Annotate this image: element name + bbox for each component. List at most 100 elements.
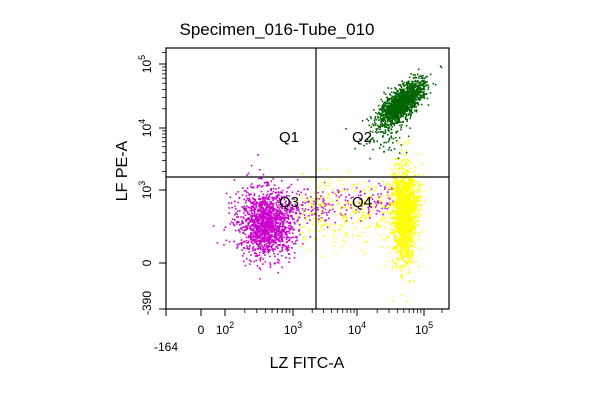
population-q4-dot [406, 208, 408, 211]
population-q3-dot [291, 232, 294, 235]
population-q4-dot [418, 174, 420, 176]
population-q2-dot [404, 103, 407, 105]
population-q4-dot [409, 231, 411, 234]
population-q4-dot [393, 177, 395, 180]
population-q2-dot [387, 133, 389, 136]
population-q3-dot [246, 247, 249, 249]
population-q4-dot [400, 188, 402, 190]
population-q4-dot [416, 200, 418, 203]
population-q4-dot [405, 183, 408, 185]
population-q4-dot [392, 210, 394, 212]
population-q4-dot [401, 163, 404, 166]
population-q3-dot [242, 232, 245, 234]
population-q2-dot [408, 88, 411, 91]
population-q4-dot [345, 216, 347, 218]
population-q4-dot [406, 229, 409, 232]
population-q3-dot [245, 208, 247, 210]
population-q4-dot [403, 220, 405, 223]
population-q4-dot [405, 255, 407, 257]
population-q3-dot [275, 225, 277, 227]
population-q4-dot [324, 185, 327, 187]
population-q4-dot [394, 158, 397, 160]
population-q3-dot [279, 232, 282, 235]
population-q2-dot [419, 89, 422, 91]
population-q4-dot [420, 196, 422, 199]
population-q4-dot [406, 245, 409, 247]
population-q3-dot [277, 194, 280, 196]
population-q4-dot [300, 205, 303, 208]
population-q4-dot [401, 203, 403, 205]
population-q2-dot [425, 84, 428, 87]
population-q3-dot [298, 229, 300, 231]
population-q3-dot [256, 186, 259, 189]
population-q3-dot [255, 234, 257, 236]
population-q3-dot [278, 259, 281, 262]
population-q3-dot [311, 214, 313, 216]
population-q4-dot [414, 214, 416, 217]
population-q2-dot [386, 102, 388, 105]
population-q3-dot [327, 211, 330, 213]
population-q4-dot [404, 243, 407, 246]
population-q3-dot [248, 206, 250, 209]
population-q2-dot [389, 104, 392, 107]
population-q4-dot [400, 243, 403, 246]
population-q3-dot [252, 187, 255, 189]
population-q4-dot [346, 235, 348, 237]
population-q4-dot [399, 250, 401, 252]
population-q3-dot [265, 208, 268, 211]
population-q3-dot [286, 196, 288, 198]
population-q3-dot [250, 241, 253, 244]
population-q4-dot [321, 225, 323, 227]
population-q2-dot [387, 87, 389, 89]
population-q4-dot [394, 186, 396, 189]
population-q4-dot [413, 204, 415, 207]
population-q2-dot [402, 95, 404, 97]
population-q4-dot [408, 159, 410, 162]
population-q4-dot [319, 221, 322, 223]
population-q3-dot [272, 217, 275, 219]
population-q3-dot [279, 215, 282, 218]
population-q3-dot [276, 195, 278, 197]
population-q3-dot [288, 210, 291, 213]
population-q3-dot [276, 234, 278, 236]
population-q4-dot [404, 242, 407, 244]
population-q3-dot [270, 226, 273, 229]
population-q3-dot [343, 188, 346, 190]
population-q3-dot [318, 218, 320, 220]
population-q4-dot [400, 150, 402, 152]
population-q4-dot [396, 185, 398, 188]
population-q4-dot [358, 210, 360, 212]
population-q2-dot [413, 86, 415, 89]
population-q2-dot [417, 102, 419, 105]
population-q3-dot [271, 202, 273, 204]
population-q4-dot [407, 189, 409, 191]
population-q4-dot [397, 213, 399, 216]
population-q4-dot [404, 213, 407, 216]
population-q3-dot [322, 211, 325, 214]
population-q4-dot [404, 201, 406, 204]
population-q4-dot [375, 224, 378, 227]
population-q4-dot [397, 197, 400, 199]
population-q3-dot [245, 240, 248, 242]
population-q4-dot [398, 183, 400, 186]
population-q2-dot [422, 83, 424, 86]
population-q4-dot [403, 185, 406, 188]
population-q4-dot [320, 210, 322, 212]
population-q4-dot [402, 214, 405, 216]
population-q3-dot [335, 194, 338, 197]
population-q4-dot [318, 187, 321, 189]
population-q3-dot [253, 198, 255, 201]
population-q2-dot [420, 88, 423, 90]
population-q4-dot [352, 211, 355, 213]
population-q3-dot [281, 246, 284, 248]
population-q4-dot [396, 240, 398, 242]
population-q2-dot [369, 116, 372, 118]
population-q4-dot [402, 237, 405, 239]
population-q3-dot [264, 221, 267, 224]
population-q4-dot [395, 220, 398, 223]
population-q4-dot [402, 226, 404, 228]
population-q3-dot [282, 223, 285, 226]
population-q4-dot [410, 254, 412, 257]
population-q4-dot [396, 226, 399, 228]
population-q2-dot [378, 131, 380, 133]
